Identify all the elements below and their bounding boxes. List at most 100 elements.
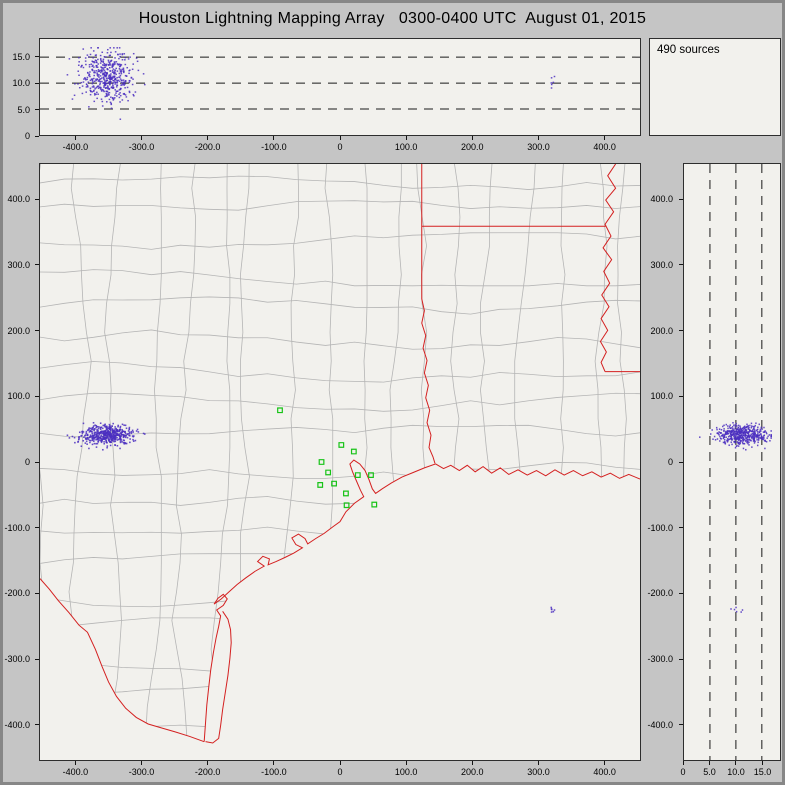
tick-mark: [471, 136, 473, 140]
tick-label: 15.0: [753, 767, 772, 777]
tick-label: 400.0: [593, 767, 616, 777]
altitude-vs-east-west-panel: [39, 38, 641, 136]
tick-label: -200.0: [4, 588, 30, 599]
tick-label: -400.0: [62, 767, 89, 777]
tick-mark: [679, 658, 683, 660]
tick-mark: [604, 761, 606, 765]
tick-label: 0: [24, 131, 30, 141]
tick-mark: [141, 761, 143, 765]
source-count-panel: 490 sources: [649, 38, 781, 136]
tick-label: 100.0: [7, 391, 30, 402]
lightning-sources-layer: [699, 421, 772, 613]
tick-label: 15.0: [12, 51, 30, 62]
tick-mark: [679, 264, 683, 266]
tick-label: -300.0: [4, 654, 30, 665]
tick-label: 400.0: [7, 194, 30, 205]
tick-mark: [708, 761, 710, 765]
tick-label: 100.0: [394, 142, 418, 152]
tick-label: 200.0: [7, 325, 30, 336]
tick-label: -100.0: [261, 767, 287, 777]
tick-mark: [35, 264, 39, 266]
lma-stations-layer: [278, 408, 377, 508]
tick-label: 200.0: [461, 767, 484, 777]
tick-mark: [35, 135, 39, 137]
tick-label: 10.0: [12, 78, 30, 89]
tick-mark: [35, 658, 39, 660]
tick-mark: [679, 461, 683, 463]
tick-mark: [339, 761, 341, 765]
tick-mark: [35, 198, 39, 200]
tick-label: -200.0: [647, 588, 673, 599]
lightning-sources-layer: [66, 421, 556, 613]
tick-label: -400.0: [4, 719, 30, 730]
tick-mark: [339, 136, 341, 140]
tick-mark: [141, 136, 143, 140]
tick-label: 100.0: [394, 767, 418, 777]
tick-mark: [679, 330, 683, 332]
tick-mark: [537, 136, 539, 140]
source-count-label: 490 sources: [657, 44, 720, 56]
tick-mark: [207, 761, 209, 765]
tick-label: 400.0: [650, 194, 673, 205]
tick-label: -400.0: [62, 142, 89, 152]
tick-mark: [35, 592, 39, 594]
tick-label: 0: [337, 767, 343, 777]
tick-label: -100.0: [647, 522, 673, 533]
tick-label: -200.0: [194, 767, 221, 777]
tick-label: -200.0: [194, 142, 221, 152]
tick-label: 100.0: [650, 391, 673, 402]
map-panel: [39, 163, 641, 761]
tick-label: -300.0: [128, 767, 155, 777]
tick-mark: [273, 136, 275, 140]
page-title: Houston Lightning Mapping Array 0300-040…: [138, 10, 647, 27]
tick-mark: [35, 461, 39, 463]
tick-mark: [405, 136, 407, 140]
tick-mark: [679, 198, 683, 200]
tick-label: -300.0: [128, 142, 155, 152]
tick-mark: [405, 761, 407, 765]
county-boundaries-layer: [39, 163, 641, 761]
tick-label: 0: [667, 457, 673, 467]
tick-mark: [74, 761, 76, 765]
tick-mark: [604, 136, 606, 140]
tick-mark: [679, 395, 683, 397]
altitude-vs-north-south-panel: [683, 163, 781, 761]
tick-label: 200.0: [461, 142, 484, 152]
lightning-sources-layer: [66, 47, 556, 120]
tick-label: 0: [24, 457, 30, 467]
tick-mark: [682, 761, 684, 765]
tick-mark: [207, 136, 209, 140]
tick-mark: [35, 395, 39, 397]
tick-mark: [35, 527, 39, 529]
tick-label: 10.0: [727, 767, 745, 777]
tick-label: 0: [680, 767, 686, 777]
tick-label: 300.0: [527, 767, 550, 777]
tick-label: 300.0: [650, 259, 673, 270]
altitude-gridlines: [40, 57, 640, 109]
tick-label: 5.0: [703, 767, 716, 777]
tick-mark: [35, 109, 39, 110]
tick-mark: [471, 761, 473, 765]
tick-mark: [761, 761, 763, 765]
tick-mark: [35, 724, 39, 726]
tick-label: -400.0: [647, 719, 673, 730]
tick-label: 200.0: [650, 325, 673, 336]
tick-mark: [35, 56, 39, 58]
tick-mark: [74, 136, 76, 140]
tick-mark: [679, 724, 683, 726]
tick-mark: [735, 761, 737, 765]
tick-label: -300.0: [647, 654, 673, 665]
tick-mark: [679, 592, 683, 594]
tick-mark: [35, 82, 39, 84]
altitude-gridlines: [710, 164, 762, 760]
tick-label: 400.0: [593, 142, 616, 152]
tick-label: -100.0: [261, 142, 287, 152]
tick-label: 300.0: [527, 142, 550, 152]
tick-label: 300.0: [7, 259, 30, 270]
tick-mark: [537, 761, 539, 765]
state-borders-coastline-layer: [40, 164, 640, 743]
tick-mark: [679, 527, 683, 529]
tick-mark: [273, 761, 275, 765]
tick-label: 5.0: [17, 104, 30, 115]
